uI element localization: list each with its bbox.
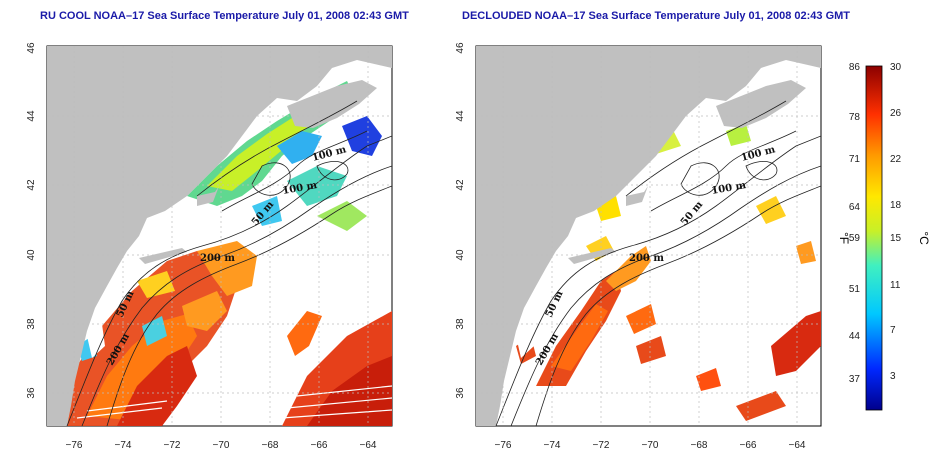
y-tick-label: 44 [26, 110, 37, 122]
celsius-unit-label: °C [917, 231, 931, 245]
x-tick-label: −70 [642, 440, 659, 451]
colorbar-f-ticks: 86 78 71 64 59 51 44 37 [849, 62, 861, 385]
x-tick-label: −76 [66, 440, 83, 451]
left-map-panel: 100 m 100 m 50 m 200 m 50 m 200 m −76 −7… [26, 42, 393, 451]
y-tick-label: 42 [455, 179, 466, 191]
f-tick-label: 64 [849, 202, 861, 213]
right-map-panel: 100 m 100 m 50 m 200 m 50 m 200 m −76 −7… [455, 42, 822, 451]
f-tick-label: 51 [849, 284, 861, 295]
y-tick-label: 36 [26, 387, 37, 399]
c-tick-label: 15 [890, 233, 902, 244]
x-tick-label: −70 [213, 440, 230, 451]
x-tick-label: −76 [495, 440, 512, 451]
x-tick-label: −74 [115, 440, 132, 451]
x-tick-label: −72 [164, 440, 181, 451]
left-sst-field [47, 81, 392, 426]
f-tick-label: 59 [849, 233, 861, 244]
y-tick-label: 40 [455, 249, 466, 261]
right-x-axis: −76 −74 −72 −70 −68 −66 −64 [495, 440, 806, 451]
x-tick-label: −72 [593, 440, 610, 451]
f-tick-label: 86 [849, 62, 861, 73]
y-tick-label: 46 [455, 42, 466, 54]
y-tick-label: 38 [455, 318, 466, 330]
right-gridlines [476, 46, 821, 426]
left-y-axis: 36 38 40 42 44 46 [26, 42, 37, 399]
c-tick-label: 22 [890, 154, 902, 165]
c-tick-label: 18 [890, 200, 902, 211]
left-gridlines [47, 46, 392, 426]
f-tick-label: 44 [849, 331, 861, 342]
left-x-axis: −76 −74 −72 −70 −68 −66 −64 [66, 440, 377, 451]
c-tick-label: 26 [890, 108, 902, 119]
c-tick-label: 11 [890, 280, 901, 291]
y-tick-label: 44 [455, 110, 466, 122]
y-tick-label: 42 [26, 179, 37, 191]
fahrenheit-unit-label: °F [837, 232, 851, 244]
isobath-label: 200 m [200, 253, 235, 264]
right-panel-title: DECLOUDED NOAA–17 Sea Surface Temperatur… [462, 10, 851, 22]
x-tick-label: −66 [740, 440, 757, 451]
x-tick-label: −64 [360, 440, 377, 451]
y-tick-label: 40 [26, 249, 37, 261]
f-tick-label: 71 [849, 154, 861, 165]
c-tick-label: 3 [890, 371, 896, 382]
x-tick-label: −66 [311, 440, 328, 451]
colorbar-c-ticks: 30 26 22 18 15 11 7 3 [890, 62, 902, 382]
y-tick-label: 38 [26, 318, 37, 330]
c-tick-label: 7 [890, 325, 896, 336]
isobath-label: 200 m [629, 253, 664, 264]
x-tick-label: −64 [789, 440, 806, 451]
colorbar: 86 78 71 64 59 51 44 37 30 26 22 18 15 1… [837, 62, 931, 411]
left-panel-title: RU COOL NOAA–17 Sea Surface Temperature … [40, 10, 409, 22]
f-tick-label: 37 [849, 374, 861, 385]
f-tick-label: 78 [849, 112, 861, 123]
x-tick-label: −68 [691, 440, 708, 451]
x-tick-label: −74 [544, 440, 561, 451]
c-tick-label: 30 [890, 62, 902, 73]
y-tick-label: 46 [26, 42, 37, 54]
x-tick-label: −68 [262, 440, 279, 451]
right-y-axis: 36 38 40 42 44 46 [455, 42, 466, 399]
y-tick-label: 36 [455, 387, 466, 399]
